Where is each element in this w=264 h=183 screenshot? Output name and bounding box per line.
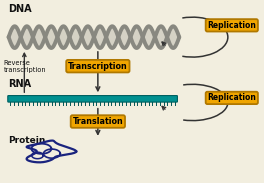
Text: Replication: Replication (207, 93, 256, 102)
Text: Transcription: Transcription (68, 62, 128, 71)
Text: Replication: Replication (207, 21, 256, 30)
Text: Protein: Protein (8, 136, 46, 145)
FancyBboxPatch shape (8, 96, 177, 102)
Text: DNA: DNA (8, 3, 32, 14)
Text: RNA: RNA (8, 79, 32, 89)
Text: Reverse
transcription: Reverse transcription (3, 60, 46, 73)
Text: Translation: Translation (73, 117, 123, 126)
